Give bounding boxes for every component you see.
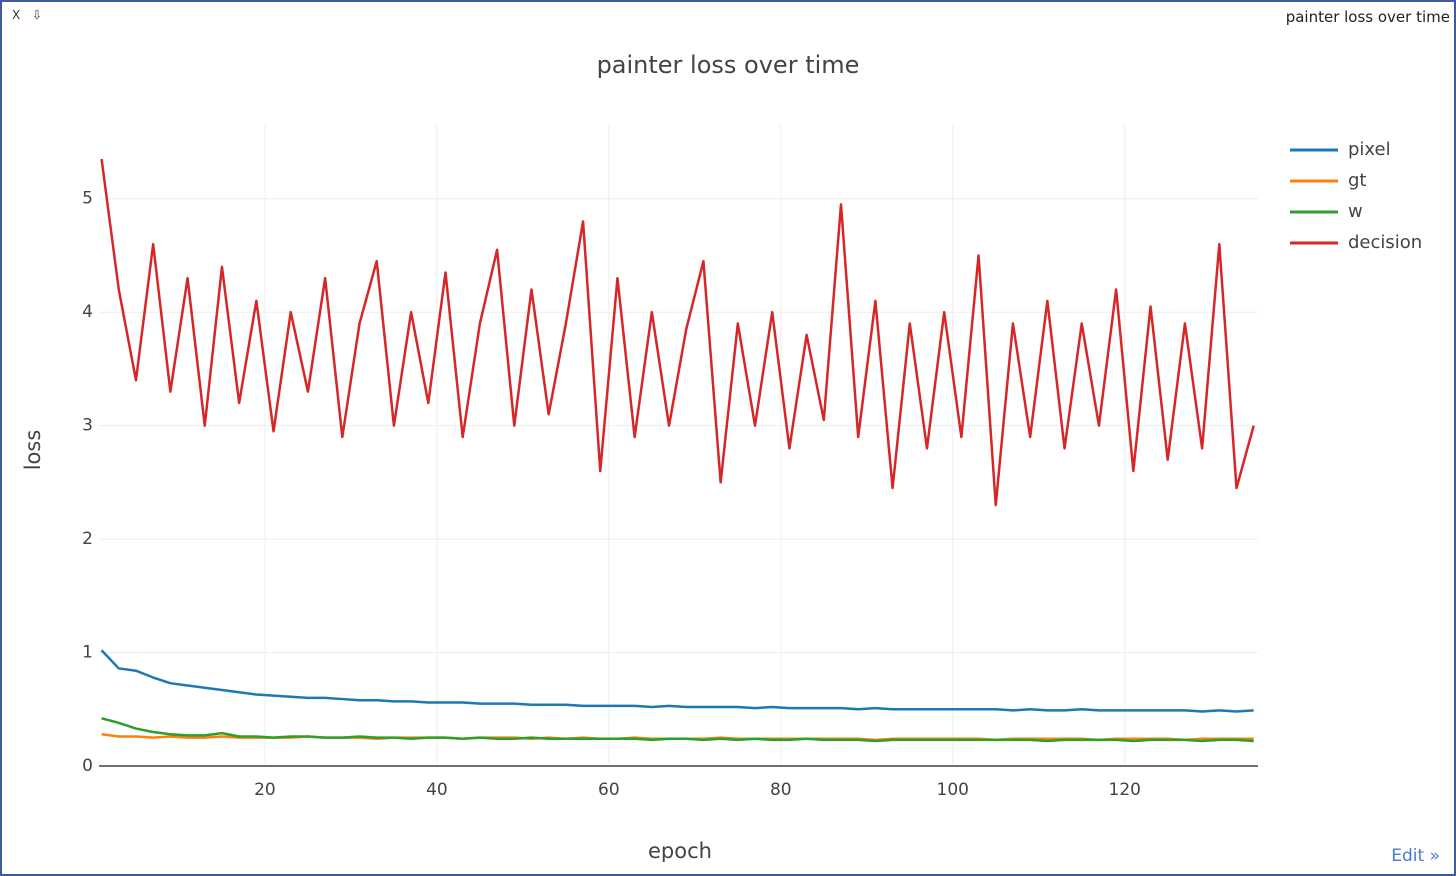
- y-tick-label: 1: [82, 643, 93, 663]
- x-tick-label: 20: [254, 780, 276, 800]
- legend-label: pixel: [1348, 139, 1391, 160]
- y-tick-label: 5: [82, 189, 93, 209]
- x-tick-label: 40: [426, 780, 448, 800]
- line-series: [100, 649, 1254, 713]
- chart-title: painter loss over time: [597, 51, 860, 79]
- x-tick-label: 60: [598, 780, 620, 800]
- legend-label: gt: [1348, 170, 1366, 191]
- x-axis-title: epoch: [648, 839, 712, 862]
- close-button[interactable]: X: [12, 8, 21, 22]
- y-tick-label: 0: [82, 756, 93, 776]
- y-axis-title: loss: [21, 430, 45, 471]
- x-tick-label: 80: [770, 780, 792, 800]
- line-series: [100, 158, 1255, 507]
- window-title: painter loss over time: [1285, 8, 1450, 26]
- y-tick-label: 3: [82, 416, 93, 436]
- edit-link[interactable]: Edit »: [1391, 846, 1440, 866]
- legend-label: decision: [1348, 232, 1422, 253]
- legend-label: w: [1348, 201, 1363, 222]
- chart: painter loss over time epoch loss 0 1 2 3 4 5…: [21, 51, 1422, 862]
- x-tick-label: 100: [937, 780, 969, 800]
- line-series: [101, 717, 1254, 743]
- x-tick-label: 120: [1109, 780, 1141, 800]
- y-tick-label: 4: [82, 302, 93, 322]
- download-button[interactable]: ⇩: [32, 8, 43, 22]
- y-tick-label: 2: [82, 529, 93, 549]
